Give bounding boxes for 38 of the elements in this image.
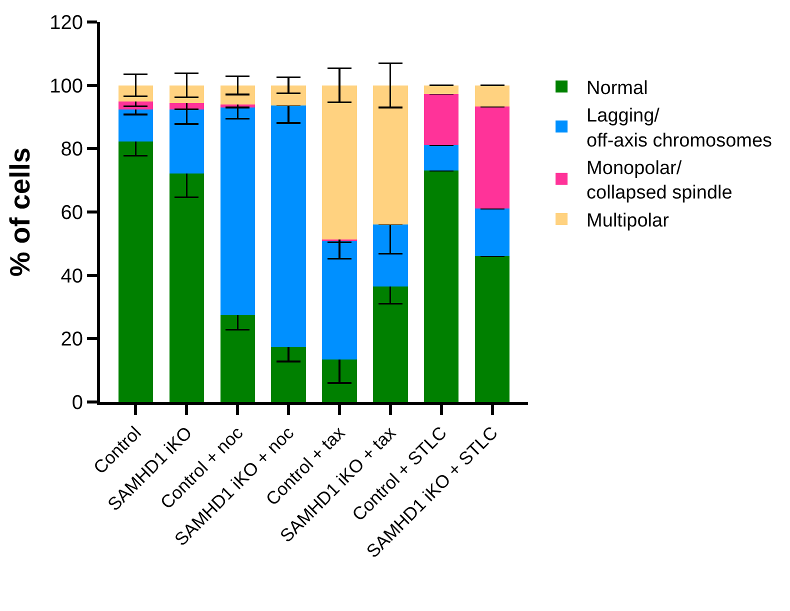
- bar: [118, 110, 153, 142]
- bar: [373, 286, 408, 402]
- legend-label: Normal: [586, 78, 648, 99]
- bar: [220, 314, 255, 402]
- y-tick-label: 40: [60, 265, 83, 288]
- y-tick-label: 80: [60, 138, 83, 161]
- bar: [118, 85, 153, 102]
- legend-label: Lagging/ off-axis chromosomes: [586, 106, 772, 152]
- bar: [373, 85, 408, 224]
- bar: [220, 108, 255, 315]
- bar: [475, 106, 510, 209]
- bar: [271, 85, 306, 106]
- bar: [169, 85, 204, 104]
- bar: [322, 85, 357, 240]
- bar: [424, 85, 459, 94]
- bar: [424, 94, 459, 146]
- bar: [424, 170, 459, 402]
- y-tick-label: 100: [50, 75, 83, 98]
- bar: [475, 256, 510, 402]
- bar: [322, 360, 357, 402]
- y-tick-label: 60: [60, 202, 83, 224]
- y-tick-label: 0: [72, 392, 83, 414]
- bar: [169, 110, 204, 174]
- bar: [118, 141, 153, 402]
- bar: [322, 240, 357, 360]
- bar: [475, 208, 510, 256]
- y-tick-label: 120: [50, 12, 83, 34]
- y-axis-title: % of cells: [4, 147, 36, 277]
- legend-label: Monopolar/ collapsed spindle: [586, 158, 732, 204]
- bar: [169, 174, 204, 402]
- bar: [271, 347, 306, 402]
- legend-label: Multipolar: [586, 210, 670, 232]
- y-tick-label: 20: [60, 328, 83, 351]
- bar: [475, 85, 510, 107]
- bar: [271, 105, 306, 348]
- bar: [220, 85, 255, 104]
- bar: [424, 145, 459, 171]
- bar: [373, 224, 408, 286]
